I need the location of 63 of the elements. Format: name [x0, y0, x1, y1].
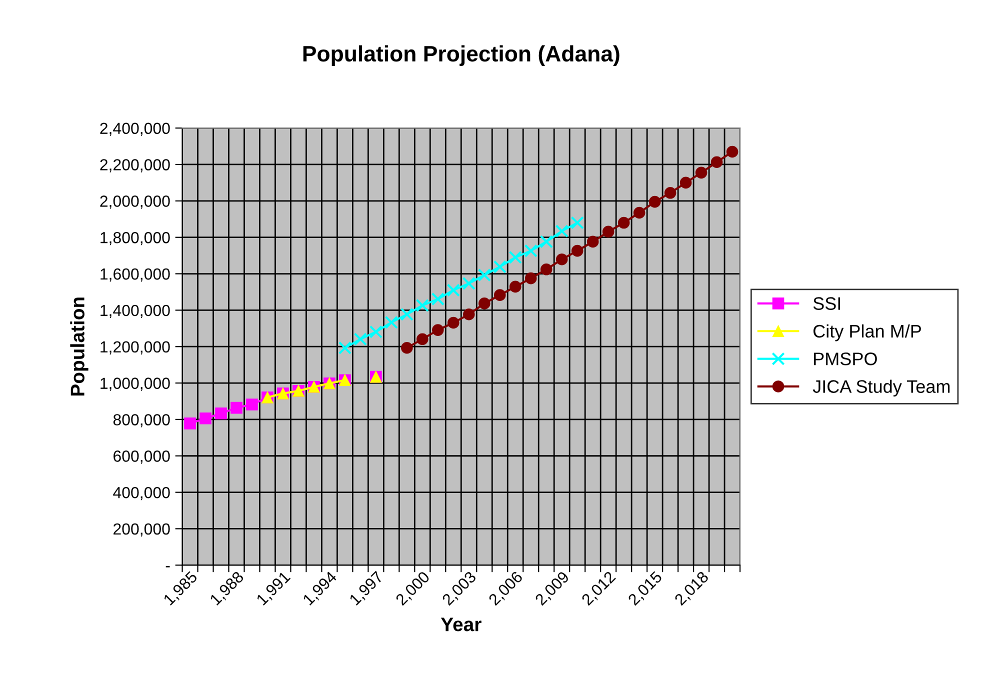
- point: [586, 236, 599, 248]
- y-tick-label: 1,800,000: [100, 232, 170, 246]
- point: [215, 408, 227, 420]
- y-tick-label: 200,000: [114, 523, 170, 537]
- point: [432, 324, 444, 336]
- y-tick-label: 2,400,000: [100, 122, 170, 136]
- point: [570, 216, 584, 230]
- point: [540, 235, 553, 248]
- y-axis-title: Population: [70, 298, 88, 396]
- y-tick-label: 1,600,000: [100, 268, 170, 282]
- point: [462, 276, 476, 290]
- point: [524, 244, 538, 258]
- point: [726, 146, 738, 158]
- point: [184, 418, 196, 430]
- point: [571, 244, 584, 257]
- point: [478, 268, 491, 282]
- point: [354, 332, 368, 346]
- y-tick-label: 1,000,000: [100, 378, 170, 391]
- point: [664, 186, 676, 199]
- y-tick-label: 800,000: [113, 414, 170, 428]
- x-axis-title: Year: [440, 618, 482, 632]
- y-tick-label: 2,000,000: [100, 196, 170, 209]
- point: [462, 308, 475, 320]
- legend-label: PMSPO: [814, 352, 877, 366]
- point: [384, 316, 398, 329]
- point: [400, 308, 414, 321]
- point: [555, 224, 568, 238]
- legend-label: JICA Study Team: [812, 380, 950, 397]
- point: [648, 196, 661, 208]
- point: [416, 298, 430, 312]
- point: [416, 333, 428, 346]
- point: [556, 253, 568, 266]
- point: [680, 176, 692, 189]
- point: [602, 226, 614, 238]
- y-tick-label: 1,400,000: [100, 304, 170, 318]
- point: [478, 298, 490, 310]
- legend-label: City Plan M/P: [813, 324, 921, 342]
- point: [618, 216, 630, 229]
- point: [508, 250, 522, 264]
- point: [540, 263, 552, 276]
- point: [524, 272, 537, 284]
- point: [447, 316, 460, 329]
- point: [230, 402, 242, 414]
- point: [338, 341, 352, 354]
- point: [446, 284, 460, 297]
- point: [695, 166, 708, 179]
- y-tick-label: 600,000: [114, 450, 170, 464]
- y-tick-label: 400,000: [113, 486, 170, 500]
- y-tick-label: 2,200,000: [100, 159, 170, 172]
- point: [633, 206, 646, 219]
- point: [493, 260, 506, 274]
- point: [369, 325, 383, 338]
- point: [494, 289, 506, 301]
- chart-title: Population Projection (Adana): [303, 45, 620, 66]
- point: [401, 342, 413, 354]
- point: [509, 280, 522, 293]
- point: [200, 412, 212, 424]
- y-tick-label: -: [166, 566, 170, 568]
- point: [431, 292, 445, 306]
- point: [710, 156, 723, 168]
- point: [246, 398, 258, 410]
- legend-label: SSI: [813, 297, 840, 310]
- y-tick-label: 1,200,000: [100, 341, 170, 354]
